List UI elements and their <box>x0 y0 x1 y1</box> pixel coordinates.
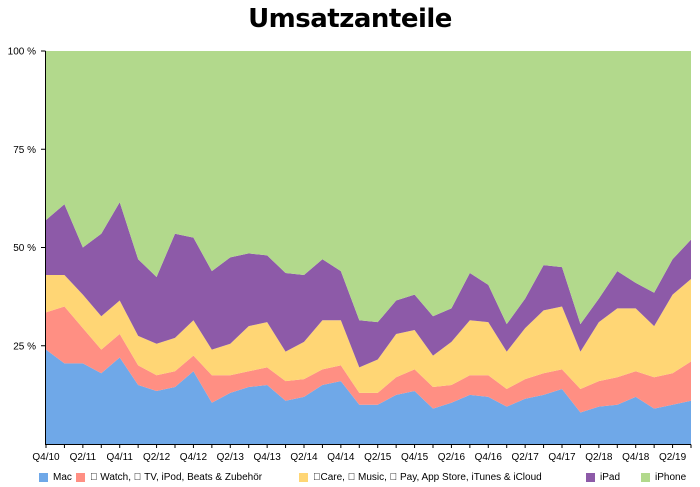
x-tick-label-15: Q2/18 <box>585 452 613 463</box>
x-tick-label-17: Q2/19 <box>659 452 687 463</box>
legend-label-mac: Mac <box>53 472 72 483</box>
y-tick-label-50: 50 % <box>13 243 36 254</box>
x-tick-label-13: Q2/17 <box>512 452 540 463</box>
x-tick-label-12: Q4/16 <box>475 452 503 463</box>
legend-item-ipad: iPad <box>586 472 620 483</box>
legend-label-ipad: iPad <box>600 472 621 483</box>
area-layer <box>46 51 691 444</box>
legend: Mac  Watch,  TV, iPod, Beats & Zubehör… <box>0 472 700 486</box>
x-tick-label-6: Q4/13 <box>254 452 282 463</box>
legend-label-services: Care,  Music,  Pay, App Store, iTunes… <box>313 472 542 483</box>
x-tick-label-0: Q4/10 <box>32 452 60 463</box>
y-tick-label-75: 75 % <box>13 145 36 156</box>
x-tick-label-8: Q4/14 <box>327 452 355 463</box>
legend-swatch-services <box>299 473 308 482</box>
legend-item-mac: Mac <box>39 472 72 483</box>
x-tick-label-16: Q4/18 <box>622 452 650 463</box>
x-tick-label-4: Q4/12 <box>180 452 208 463</box>
area-series-3-ipad <box>46 202 691 368</box>
x-tick-label-11: Q2/16 <box>438 452 466 463</box>
legend-swatch-mac <box>39 473 48 482</box>
legend-label-iphone: iPhone <box>655 472 687 483</box>
legend-swatch-iphone <box>641 473 650 482</box>
x-tick-label-7: Q2/14 <box>290 452 318 463</box>
legend-item-iphone: iPhone <box>641 472 686 483</box>
legend-swatch-ipad <box>586 473 595 482</box>
legend-swatch-accessories <box>76 473 85 482</box>
area-series-2-care <box>46 275 691 393</box>
x-tick-label-3: Q2/12 <box>143 452 171 463</box>
legend-item-services: Care,  Music,  Pay, App Store, iTunes… <box>299 472 542 483</box>
axes-layer: 100 % 75 % 50 % 25 % Q4/10 Q2/11 Q4/11 Q2/12 Q4/… <box>8 47 692 463</box>
x-tick-label-9: Q2/15 <box>364 452 392 463</box>
x-tick-label-5: Q2/13 <box>217 452 245 463</box>
area-series-1-watch <box>46 306 691 413</box>
y-tick-label-100: 100 % <box>8 47 36 58</box>
chart-title: Umsatzanteile <box>248 4 452 34</box>
x-tick-label-1: Q2/11 <box>70 452 97 463</box>
legend-label-accessories:  Watch,  TV, iPod, Beats & Zubehör <box>90 472 262 483</box>
area-series-4-iphone <box>46 51 691 325</box>
area-series-0-mac <box>46 349 691 444</box>
legend-item-accessories:  Watch,  TV, iPod, Beats & Zubehör <box>76 472 262 483</box>
x-tick-label-14: Q4/17 <box>548 452 576 463</box>
x-tick-label-2: Q4/11 <box>106 452 133 463</box>
y-tick-label-25: 25 % <box>13 341 36 352</box>
x-tick-label-10: Q4/15 <box>401 452 429 463</box>
